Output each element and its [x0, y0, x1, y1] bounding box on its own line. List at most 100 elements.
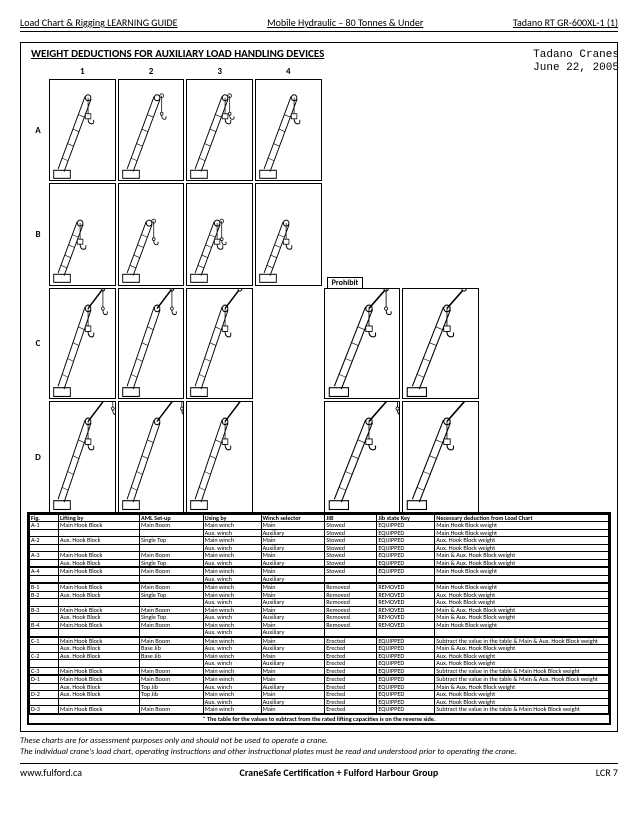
table-cell: Main: [261, 537, 325, 545]
table-cell: Auxiliary: [261, 660, 325, 668]
table-cell: [139, 575, 203, 583]
table-cell: Removed: [325, 591, 377, 599]
table-cell: EQUIPPED: [377, 552, 435, 560]
table-cell: Main Boom: [139, 606, 203, 614]
table-cell: [58, 629, 139, 637]
table-row: Aux. winchAuxiliaryStowedEQUIPPEDAux. Ho…: [30, 544, 609, 552]
table-cell: REMOVED: [377, 614, 435, 622]
table-cell: Aux. Hook Block: [58, 559, 139, 567]
table-cell: Fig.: [30, 514, 59, 522]
table-cell: EQUIPPED: [377, 567, 435, 575]
main-content-box: WEIGHT DEDUCTIONS FOR AUXILIARY LOAD HAN…: [20, 42, 618, 732]
table-cell: A-3: [30, 552, 59, 560]
table-cell: D-3: [30, 706, 59, 714]
table-row: C-1Main Hook BlockMain BoomMain winchMai…: [30, 637, 609, 645]
table-cell: Stowed: [325, 552, 377, 560]
disclaimer-line1: These charts are for assessment purposes…: [20, 736, 618, 747]
table-cell: Main Hook Block: [58, 675, 139, 683]
table-cell: Erected: [325, 698, 377, 706]
table-cell: Top Jib: [139, 683, 203, 691]
table-cell: Main Hook Block: [58, 583, 139, 591]
table-cell: Winch selector: [261, 514, 325, 522]
table-cell: Main Hook Block: [58, 552, 139, 560]
table-cell: Stowed: [325, 567, 377, 575]
table-cell: EQUIPPED: [377, 544, 435, 552]
table-cell: Main & Aux. Hook Block weight: [435, 645, 609, 653]
table-cell: Main Hook Block: [58, 606, 139, 614]
table-cell: Main: [261, 621, 325, 629]
table-cell: [30, 544, 59, 552]
table-row: Aux. Hook BlockTop JibAux. winchAuxiliar…: [30, 683, 609, 691]
header-left: Load Chart & Rigging LEARNING GUIDE: [20, 16, 178, 29]
table-cell: [139, 660, 203, 668]
table-row: Aux. winchAuxiliary: [30, 575, 609, 583]
table-cell: Main Hook Block: [58, 522, 139, 530]
disclaimer-line2: The individual crane's load chart, opera…: [20, 747, 618, 758]
table-cell: Main: [261, 591, 325, 599]
table-footnote: * The table for the values to subtract f…: [29, 714, 609, 724]
table-cell: Auxiliary: [261, 629, 325, 637]
table-cell: Auxiliary: [261, 614, 325, 622]
page-footer: www.fulford.ca CraneSafe Certification +…: [20, 763, 618, 779]
table-row: A-2Aux. Hook BlockSingle TopMain winchMa…: [30, 537, 609, 545]
table-cell: EQUIPPED: [377, 645, 435, 653]
table-cell: Aux. Hook Block: [58, 591, 139, 599]
table-cell: [325, 575, 377, 583]
table-cell: Erected: [325, 683, 377, 691]
table-cell: [30, 614, 59, 622]
table-cell: [139, 529, 203, 537]
footer-left: www.fulford.ca: [20, 766, 82, 779]
table-cell: Aux. winch: [203, 698, 261, 706]
table-cell: Main: [261, 567, 325, 575]
table-cell: Main: [261, 652, 325, 660]
row-label-B: B: [35, 229, 40, 240]
table-cell: Removed: [325, 599, 377, 607]
table-cell: Main & Aux. Hook Block weight: [435, 559, 609, 567]
table-cell: [30, 599, 59, 607]
table-cell: Main: [261, 552, 325, 560]
table-row: C-3Main Hook BlockMain BoomMain winchMai…: [30, 667, 609, 675]
table-cell: Main winch: [203, 675, 261, 683]
col-label-1: 1: [49, 66, 116, 77]
stamp-line2: June 22, 2005: [533, 62, 619, 75]
table-cell: [377, 629, 435, 637]
col-label-2: 2: [118, 66, 185, 77]
table-cell: Main: [261, 667, 325, 675]
table-cell: Main & Aux. Hook Block weight: [435, 552, 609, 560]
table-cell: D-1: [30, 675, 59, 683]
table-cell: Subtract the value in the table & Main &…: [435, 637, 609, 645]
table-cell: C-1: [30, 637, 59, 645]
table-cell: Main Boom: [139, 621, 203, 629]
table-row: A-3Main Hook BlockMain BoomMain winchMai…: [30, 552, 609, 560]
table-cell: Aux. winch: [203, 660, 261, 668]
table-cell: REMOVED: [377, 583, 435, 591]
footer-right: LCR 7: [596, 766, 618, 779]
table-row: A-4Main Hook BlockMain BoomMain winchMai…: [30, 567, 609, 575]
table-cell: Subtract the value in the table & Main H…: [435, 706, 609, 714]
table-cell: Aux. winch: [203, 645, 261, 653]
table-cell: Main Boom: [139, 706, 203, 714]
table-cell: Main: [261, 706, 325, 714]
table-cell: Auxiliary: [261, 645, 325, 653]
diagram-D-5: [324, 401, 401, 513]
table-cell: Aux. winch: [203, 599, 261, 607]
table-row: Aux. Hook BlockSingle TopAux. winchAuxil…: [30, 559, 609, 567]
table-cell: Aux. Hook Block weight: [435, 691, 609, 699]
table-row: B-4Main Hook BlockMain BoomMain winchMai…: [30, 621, 609, 629]
table-cell: Main winch: [203, 706, 261, 714]
table-cell: Aux. Hook Block weight: [435, 591, 609, 599]
table-cell: EQUIPPED: [377, 637, 435, 645]
table-cell: Main Boom: [139, 583, 203, 591]
table-cell: Main Hook Block: [58, 621, 139, 629]
table-cell: [30, 683, 59, 691]
table-cell: [377, 575, 435, 583]
table-cell: EQUIPPED: [377, 537, 435, 545]
diagram-D-1: [49, 401, 116, 513]
table-row: Aux. winchAuxiliary: [30, 629, 609, 637]
table-cell: EQUIPPED: [377, 660, 435, 668]
table-cell: Aux. Hook Block: [58, 614, 139, 622]
diagram-D-2: [118, 401, 185, 513]
table-cell: [30, 629, 59, 637]
table-cell: EQUIPPED: [377, 706, 435, 714]
table-cell: A-1: [30, 522, 59, 530]
